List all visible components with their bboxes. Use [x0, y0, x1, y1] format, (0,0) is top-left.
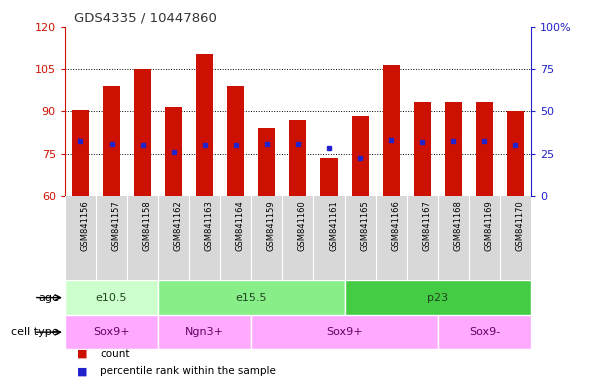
Bar: [227, 86, 244, 196]
Bar: [290, 120, 306, 196]
Bar: [414, 101, 431, 196]
Text: Ngn3+: Ngn3+: [185, 327, 224, 337]
Text: GSM841162: GSM841162: [173, 200, 183, 251]
Bar: [320, 158, 337, 196]
Bar: [158, 280, 345, 315]
Bar: [438, 315, 531, 349]
Bar: [258, 128, 276, 196]
Bar: [134, 69, 151, 196]
Text: GSM841163: GSM841163: [205, 200, 214, 251]
Text: percentile rank within the sample: percentile rank within the sample: [100, 366, 276, 376]
Bar: [445, 101, 462, 196]
Text: ■: ■: [77, 349, 87, 359]
Text: GSM841159: GSM841159: [267, 200, 276, 251]
Text: GSM841164: GSM841164: [236, 200, 245, 251]
Bar: [507, 111, 524, 196]
Text: p23: p23: [427, 293, 448, 303]
Bar: [196, 54, 213, 196]
Bar: [65, 315, 158, 349]
Text: cell type: cell type: [11, 327, 59, 337]
Bar: [476, 101, 493, 196]
Text: GSM841158: GSM841158: [143, 200, 152, 251]
Bar: [65, 280, 158, 315]
Text: count: count: [100, 349, 130, 359]
Text: GDS4335 / 10447860: GDS4335 / 10447860: [74, 11, 217, 24]
Text: GSM841169: GSM841169: [484, 200, 493, 251]
Text: GSM841167: GSM841167: [422, 200, 431, 251]
Bar: [165, 107, 182, 196]
Bar: [251, 315, 438, 349]
Text: ■: ■: [77, 366, 87, 376]
Bar: [345, 280, 531, 315]
Bar: [72, 110, 89, 196]
Text: GSM841165: GSM841165: [360, 200, 369, 251]
Text: GSM841170: GSM841170: [516, 200, 525, 251]
Text: e15.5: e15.5: [235, 293, 267, 303]
Bar: [383, 65, 399, 196]
Text: e10.5: e10.5: [96, 293, 127, 303]
Text: GSM841160: GSM841160: [298, 200, 307, 251]
Text: GSM841156: GSM841156: [80, 200, 90, 251]
Text: GSM841168: GSM841168: [453, 200, 463, 251]
Text: GSM841161: GSM841161: [329, 200, 338, 251]
Text: GSM841157: GSM841157: [112, 200, 120, 251]
Bar: [158, 315, 251, 349]
Text: Sox9+: Sox9+: [93, 327, 130, 337]
Text: GSM841166: GSM841166: [391, 200, 400, 251]
Bar: [352, 116, 369, 196]
Text: age: age: [38, 293, 59, 303]
Text: Sox9+: Sox9+: [326, 327, 363, 337]
Text: Sox9-: Sox9-: [469, 327, 500, 337]
Bar: [103, 86, 120, 196]
